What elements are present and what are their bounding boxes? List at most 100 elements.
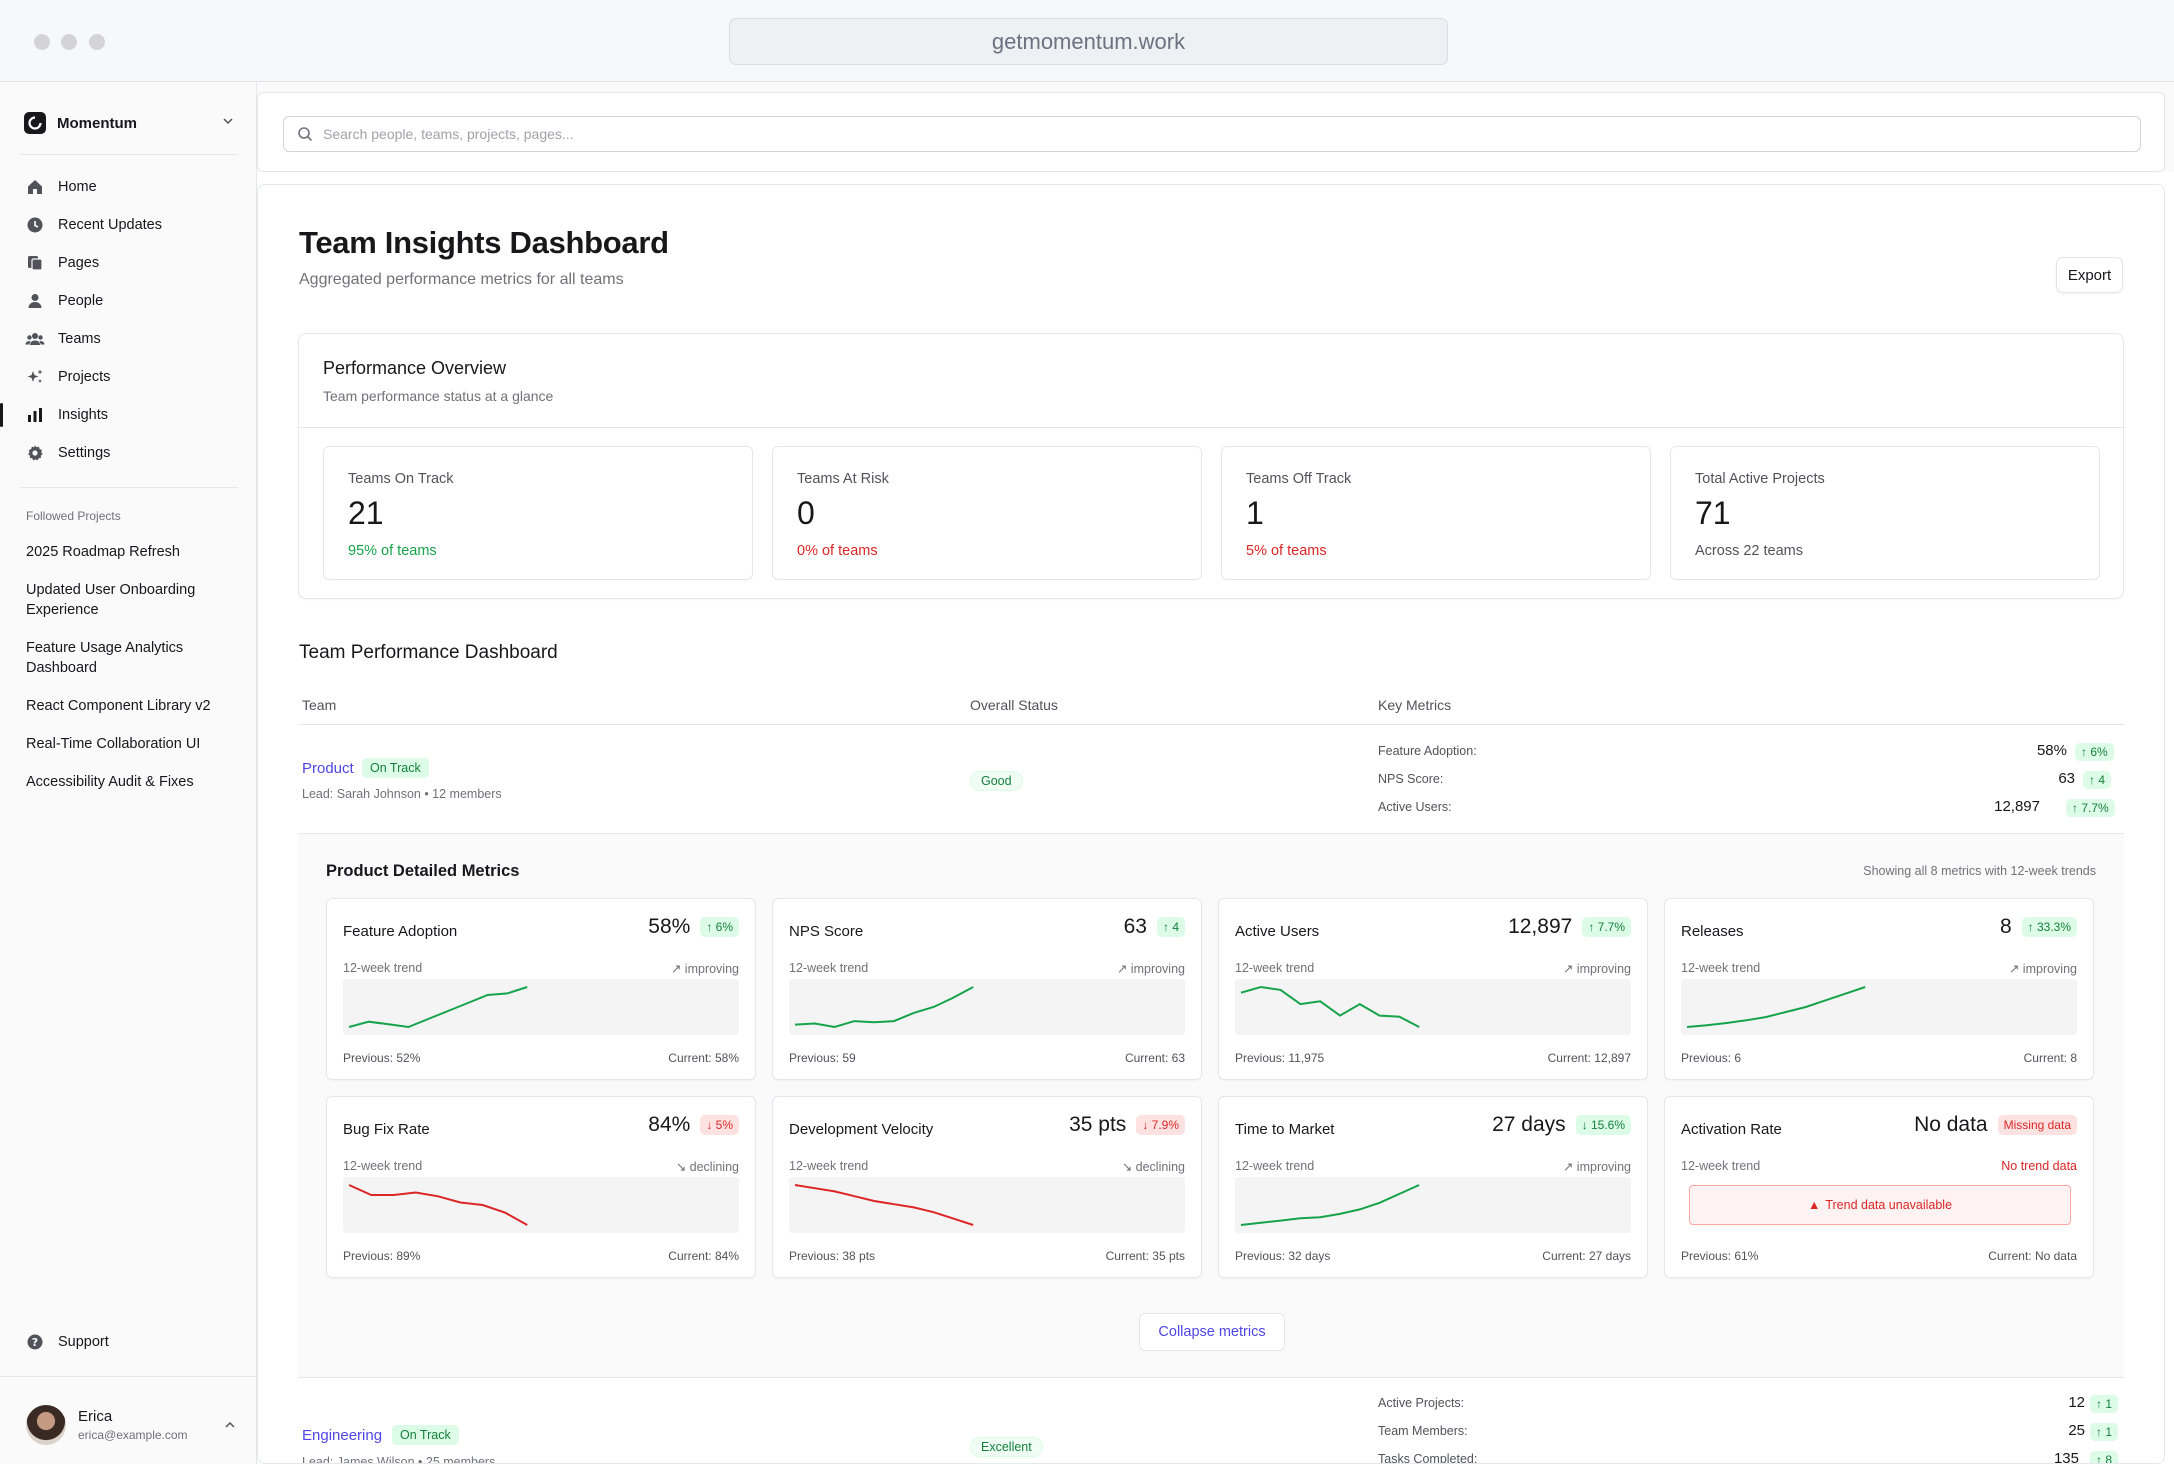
key-metric-label: Active Projects: <box>1378 1396 1465 1410</box>
window-maximize-dot[interactable] <box>89 34 105 50</box>
sidebar-item-settings[interactable]: Settings <box>24 438 240 468</box>
trend-direction: ↗ improving <box>1562 962 1631 976</box>
column-header-status: Overall Status <box>970 697 1058 713</box>
stat-label: Total Active Projects <box>1695 471 1825 487</box>
overview-subtitle: Team performance status at a glance <box>323 388 554 404</box>
person-icon <box>24 290 46 312</box>
metric-name: Activation Rate <box>1681 1121 1782 1138</box>
metric-name: Feature Adoption <box>343 923 458 940</box>
sidebar-divider <box>20 487 238 488</box>
metric-value: 27 days <box>1492 1113 1566 1136</box>
metric-change-badge: ↑ 33.3% <box>2021 917 2077 937</box>
sidebar-item-support[interactable]: ? Support <box>24 1327 240 1357</box>
product-detailed-metrics: Product Detailed Metrics Showing all 8 m… <box>298 833 2124 1378</box>
momentum-logo-icon <box>24 112 46 134</box>
stat-label: Teams Off Track <box>1246 471 1352 487</box>
sparkline-chart <box>1235 1177 1631 1233</box>
active-indicator <box>0 403 3 427</box>
sidebar-item-teams[interactable]: Teams <box>24 324 240 354</box>
metric-value: 12,897 <box>1508 915 1573 938</box>
key-metric-value: 58% <box>2036 742 2067 759</box>
help-icon: ? <box>24 1331 46 1353</box>
followed-project-link[interactable]: Real-Time Collaboration UI <box>26 736 201 752</box>
search-placeholder: Search people, teams, projects, pages... <box>323 126 574 142</box>
sparkline-chart <box>1681 979 2077 1035</box>
home-icon <box>24 176 46 198</box>
export-button[interactable]: Export <box>2056 257 2123 293</box>
chevron-down-icon <box>222 114 234 131</box>
followed-project-link[interactable]: Updated User Onboarding Experience <box>26 582 196 618</box>
collapse-metrics-button[interactable]: Collapse metrics <box>1139 1313 1285 1351</box>
window-close-dot[interactable] <box>34 34 50 50</box>
current-value: Current: 35 pts <box>1105 1249 1185 1263</box>
key-metric-label: Tasks Completed: <box>1378 1452 1478 1464</box>
metric-card-feature-adoption: Feature Adoption 58% ↑ 6% 12-week trend ↗ im… <box>326 898 756 1080</box>
sparkline-chart <box>789 1177 1185 1233</box>
trend-label: 12-week trend <box>343 1159 423 1173</box>
address-bar[interactable]: getmomentum.work <box>729 18 1448 65</box>
sidebar: Momentum Home Recent Updates Pages Peopl… <box>0 82 257 1464</box>
previous-value: Previous: 59 <box>789 1051 856 1065</box>
metric-value: No data <box>1914 1113 1988 1136</box>
user-menu[interactable]: Erica erica@example.com <box>26 1402 236 1448</box>
metric-change-badge: Missing data <box>1997 1115 2077 1135</box>
sidebar-item-insights[interactable]: Insights <box>24 400 240 430</box>
trend-label: 12-week trend <box>789 961 869 975</box>
column-header-key-metrics: Key Metrics <box>1378 697 1452 713</box>
sidebar-item-label: Settings <box>58 445 111 461</box>
stat-note: 5% of teams <box>1246 543 1327 559</box>
workspace-switcher[interactable]: Momentum <box>24 108 234 138</box>
team-performance-title: Team Performance Dashboard <box>299 642 558 663</box>
sidebar-item-home[interactable]: Home <box>24 172 240 202</box>
trend-label: 12-week trend <box>789 1159 869 1173</box>
metric-change-badge: ↑ 6% <box>700 917 739 937</box>
followed-project-link[interactable]: 2025 Roadmap Refresh <box>26 544 180 560</box>
status-badge: On Track <box>362 758 429 778</box>
sidebar-divider <box>20 154 238 155</box>
followed-project-link[interactable]: Feature Usage Analytics Dashboard <box>26 640 184 676</box>
key-metric-change: ↑ 7.7% <box>2066 799 2115 817</box>
trend-direction: ↗ improving <box>1562 1160 1631 1174</box>
metric-card-activation-rate: Activation Rate No data Missing data 12-wee… <box>1664 1096 2094 1278</box>
metric-change-badge: ↓ 7.9% <box>1136 1115 1185 1135</box>
sidebar-item-projects[interactable]: Projects <box>24 362 240 392</box>
avatar <box>26 1405 66 1445</box>
sparkline-series <box>1686 986 1866 1028</box>
sidebar-item-label: Insights <box>58 407 108 423</box>
key-metric-value: 12,897 <box>1994 798 2040 815</box>
stat-note: 95% of teams <box>348 543 437 559</box>
followed-project-link[interactable]: Accessibility Audit & Fixes <box>26 774 194 790</box>
followed-project-link[interactable]: React Component Library v2 <box>26 698 211 714</box>
sidebar-item-label: Home <box>58 179 97 195</box>
trend-direction: ↘ declining <box>1121 1160 1185 1174</box>
current-value: Current: No data <box>1988 1249 2077 1263</box>
warning-icon: ▲ <box>1807 1198 1821 1212</box>
stat-card-off-track: Teams Off Track 1 5% of teams <box>1221 446 1651 580</box>
team-link-product[interactable]: Product <box>302 760 354 777</box>
metric-change-badge: ↓ 15.6% <box>1575 1115 1631 1135</box>
overview-divider <box>299 427 2123 428</box>
search-icon <box>297 126 313 142</box>
search-input[interactable]: Search people, teams, projects, pages... <box>283 116 2141 152</box>
sidebar-item-recent-updates[interactable]: Recent Updates <box>24 210 240 240</box>
sidebar-item-label: Pages <box>58 255 100 271</box>
sidebar-item-pages[interactable]: Pages <box>24 248 240 278</box>
stat-card-on-track: Teams On Track 21 95% of teams <box>323 446 753 580</box>
stat-note: Across 22 teams <box>1695 543 1803 559</box>
metric-name: Bug Fix Rate <box>343 1121 430 1138</box>
chevron-up-icon <box>224 1418 236 1436</box>
sparkline-series <box>794 986 974 1029</box>
user-name: Erica <box>78 1408 113 1425</box>
trend-direction: ↗ improving <box>670 962 739 976</box>
current-value: Current: 84% <box>668 1249 739 1263</box>
sparkline-series <box>348 1184 528 1226</box>
team-link-engineering[interactable]: Engineering <box>302 1427 383 1444</box>
metric-card-active-users: Active Users 12,897 ↑ 7.7% 12-week trend ↗ i… <box>1218 898 1648 1080</box>
window-minimize-dot[interactable] <box>61 34 77 50</box>
sidebar-item-people[interactable]: People <box>24 286 240 316</box>
metric-name: Releases <box>1681 923 1744 940</box>
stat-value: 21 <box>348 495 384 531</box>
sidebar-item-label: Teams <box>58 331 101 347</box>
team-icon <box>24 328 46 350</box>
stat-value: 1 <box>1246 495 1264 531</box>
